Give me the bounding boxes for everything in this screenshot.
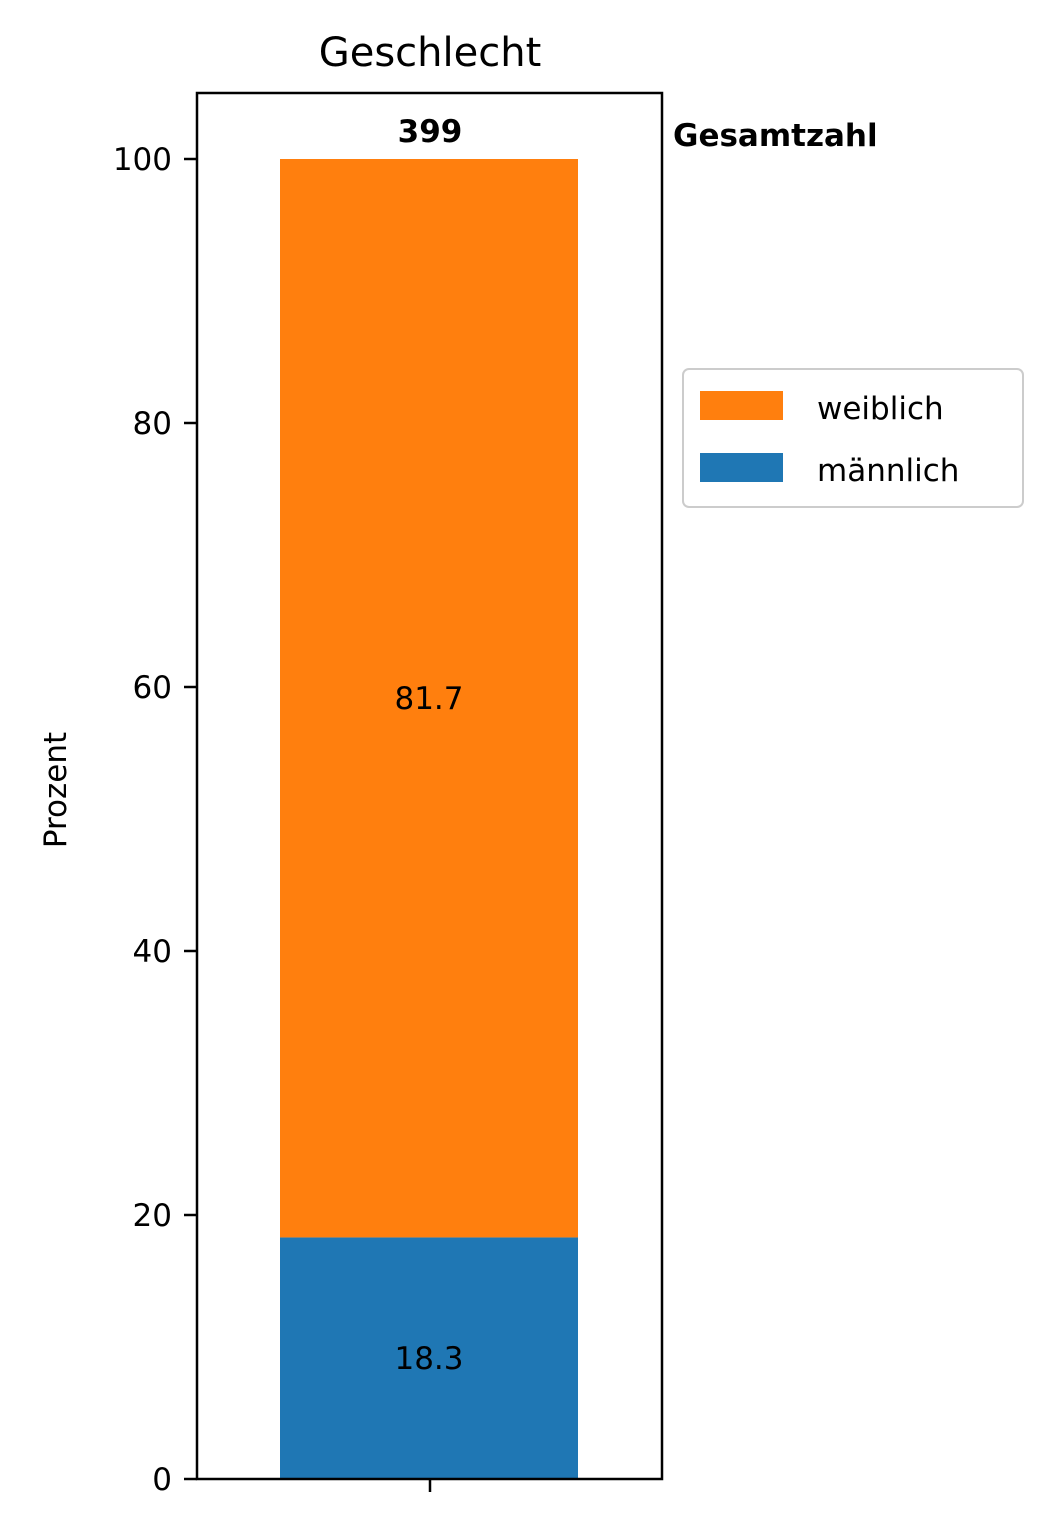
bar-data-label: 81.7 [394, 681, 463, 717]
y-axis-label: Prozent [38, 732, 74, 848]
y-tick-label: 80 [133, 406, 172, 442]
chart-title: Geschlecht [319, 30, 542, 76]
y-tick-label: 100 [113, 142, 172, 178]
legend-label-weiblich: weiblich [817, 391, 944, 427]
y-axis: 0 20 40 60 80 100 [113, 142, 197, 1498]
bar-group: 18.3 81.7 [280, 159, 578, 1479]
legend-swatch-maennlich [700, 453, 783, 482]
y-tick-label: 20 [133, 1198, 172, 1234]
bar-segment [280, 159, 578, 1238]
legend-swatch-weiblich [700, 391, 783, 420]
y-tick-label: 40 [133, 934, 172, 970]
legend: weiblich männlich [682, 368, 1024, 508]
total-value: 399 [398, 114, 463, 150]
y-tick-label: 0 [152, 1462, 172, 1498]
legend-label-maennlich: männlich [817, 453, 959, 489]
y-tick-label: 60 [133, 670, 172, 706]
bar-segment [280, 1237, 578, 1479]
total-label: Gesamtzahl [673, 118, 878, 154]
bar-data-label: 18.3 [394, 1341, 463, 1377]
